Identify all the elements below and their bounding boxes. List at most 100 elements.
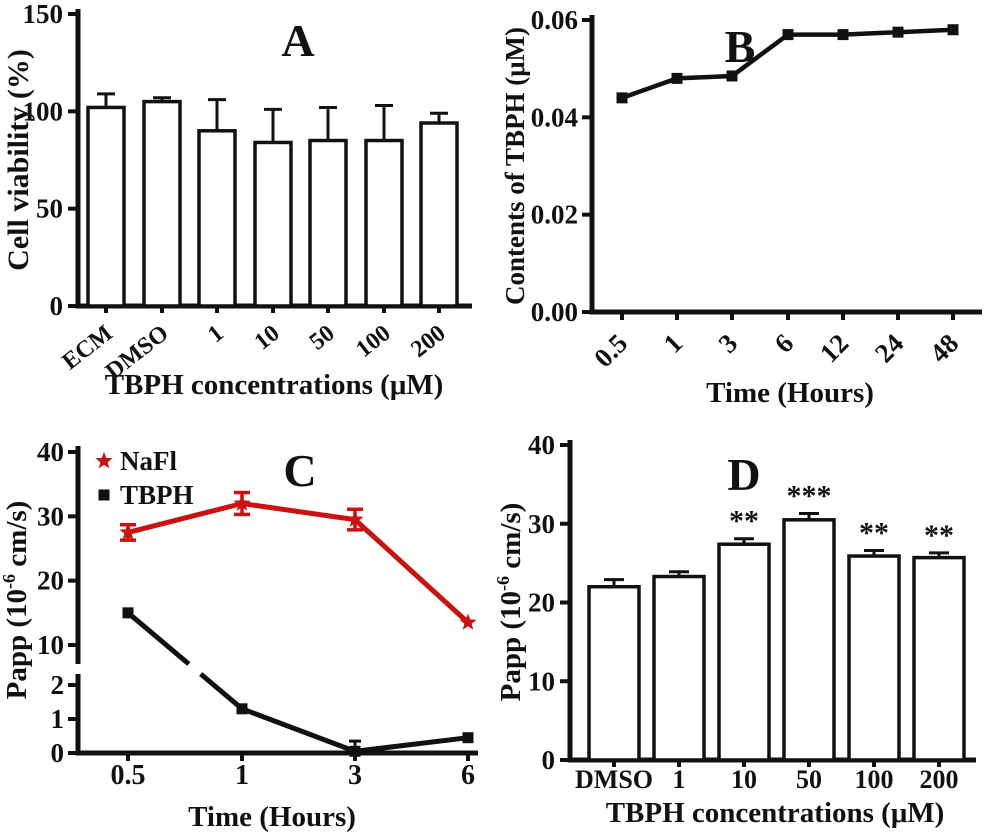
bar — [782, 518, 836, 762]
y-tick-label: 0.04 — [531, 102, 578, 132]
x-tick-label: 1 — [235, 760, 249, 791]
x-tick-label: 10 — [731, 765, 757, 794]
x-axis-title: TBPH concentrations (μM) — [105, 369, 444, 401]
y-axis-title-main: Papp (10 — [495, 591, 527, 701]
y-tick-label: 0.00 — [531, 297, 578, 327]
x-tick-label: 50 — [305, 320, 340, 355]
x-tick-label: 50 — [796, 765, 822, 794]
y-tick-label: 0.06 — [531, 5, 578, 35]
y-tick-label: 0 — [542, 745, 556, 775]
panel-letter: D — [727, 449, 760, 500]
x-tick-label: 200 — [920, 765, 959, 794]
y-tick-label: 20 — [37, 566, 64, 596]
y-tick-label: 10 — [37, 630, 64, 660]
x-tick-label: 48 — [924, 328, 964, 368]
bar — [86, 105, 126, 308]
panel-b-tbph-content-line-chart: 0.00 0.02 0.04 0.06 0.5 1 3 6 12 24 48 Contents of … — [500, 5, 982, 409]
y-tick-label: 0 — [51, 738, 65, 768]
y-tick-label: 2 — [51, 670, 65, 700]
bar — [419, 121, 459, 308]
square-marker — [98, 489, 110, 501]
y-axis-title-superscript: -6 — [493, 576, 513, 591]
star-marker-nafl — [346, 510, 364, 527]
panel-c-papp-time-line-chart: 0 1 2 10 20 30 40 0.5 1 3 6 NaFl TBPH Papp (10-6 cm/s… — [0, 437, 478, 833]
square-marker — [462, 732, 474, 744]
x-tick-label: 0.5 — [588, 328, 633, 373]
x-tick-label: 24 — [869, 328, 909, 368]
panel-letter: C — [283, 445, 316, 496]
y-tick-label: 150 — [23, 0, 64, 29]
significance-stars: ** — [859, 517, 889, 550]
y-tick-label: 0.02 — [531, 200, 578, 230]
square-marker — [671, 72, 683, 84]
star-marker-nafl — [459, 613, 477, 630]
y-axis-title: Papp (10-6 cm/s) — [493, 503, 527, 702]
y-tick-label: 30 — [37, 501, 64, 531]
y-axis-title-main: cm/s) — [495, 503, 527, 576]
square-marker — [782, 29, 794, 41]
panel-letter: B — [725, 21, 756, 72]
bar — [364, 138, 404, 308]
series-line-tbph-upper — [126, 610, 191, 666]
square-marker — [616, 92, 628, 104]
bar — [912, 555, 966, 762]
x-tick-label: 1 — [203, 320, 228, 348]
significance-stars: ** — [924, 519, 954, 552]
y-tick-label: 0 — [50, 291, 64, 321]
bar — [587, 585, 641, 762]
bar — [253, 140, 293, 308]
x-tick-label: 3 — [712, 328, 743, 359]
x-axis-title: TBPH concentrations (μM) — [606, 797, 945, 829]
square-marker — [837, 29, 849, 41]
x-tick-label: 200 — [406, 320, 450, 363]
x-axis-title: Time (Hours) — [188, 801, 356, 833]
y-axis-title: Contents of TBPH (μM) — [500, 27, 530, 305]
x-tick-label: 1 — [673, 765, 686, 794]
y-axis-title-main: Papp (10 — [1, 589, 33, 699]
y-axis-title: Cell viability (%) — [2, 49, 35, 271]
square-marker — [947, 24, 959, 36]
legend-label-tbph: TBPH — [120, 480, 194, 510]
x-tick-label: 12 — [814, 328, 854, 368]
bar — [717, 542, 771, 762]
series-line-tbph-lower — [199, 672, 469, 754]
square-marker — [236, 703, 248, 715]
legend-label-nafl: NaFl — [120, 446, 177, 476]
y-tick-label: 30 — [528, 509, 555, 539]
x-tick-label: DMSO — [575, 765, 653, 794]
significance-stars: *** — [787, 480, 832, 513]
bar — [308, 138, 348, 308]
x-tick-label: 10 — [250, 320, 285, 355]
y-tick-label: 50 — [36, 194, 63, 224]
y-tick-label: 40 — [528, 430, 555, 460]
y-tick-label: 20 — [528, 588, 555, 618]
square-marker — [349, 745, 361, 757]
y-tick-label: 40 — [37, 437, 64, 467]
panel-d-papp-concentration-bar-chart: 0 10 20 30 40 DMSO 1 10 ** 50 *** 100 ** 200 ** Papp (1… — [493, 430, 976, 829]
x-tick-label: 100 — [351, 320, 395, 363]
square-marker — [122, 607, 134, 619]
x-tick-label: 6 — [768, 328, 799, 359]
x-tick-label: 3 — [348, 760, 362, 791]
panel-letter: A — [281, 15, 314, 66]
bar — [142, 99, 182, 308]
bar — [197, 129, 237, 308]
series-line-nafl — [127, 500, 470, 625]
x-tick-label: 100 — [855, 765, 894, 794]
square-marker — [726, 70, 738, 82]
x-tick-label: 1 — [657, 328, 688, 359]
star-marker-nafl — [233, 494, 251, 511]
y-tick-label: 100 — [23, 96, 64, 126]
significance-stars: ** — [729, 505, 759, 538]
bar — [847, 554, 901, 762]
star-marker-nafl — [119, 523, 137, 540]
y-axis-title-main: cm/s) — [1, 501, 33, 574]
y-axis-title-superscript: -6 — [0, 574, 19, 589]
x-axis-title: Time (Hours) — [706, 377, 874, 409]
x-tick-label: 0.5 — [111, 760, 146, 791]
y-axis-title: Papp (10-6 cm/s) — [0, 501, 33, 700]
y-tick-label: 10 — [528, 666, 555, 696]
x-tick-label: 6 — [461, 760, 475, 791]
